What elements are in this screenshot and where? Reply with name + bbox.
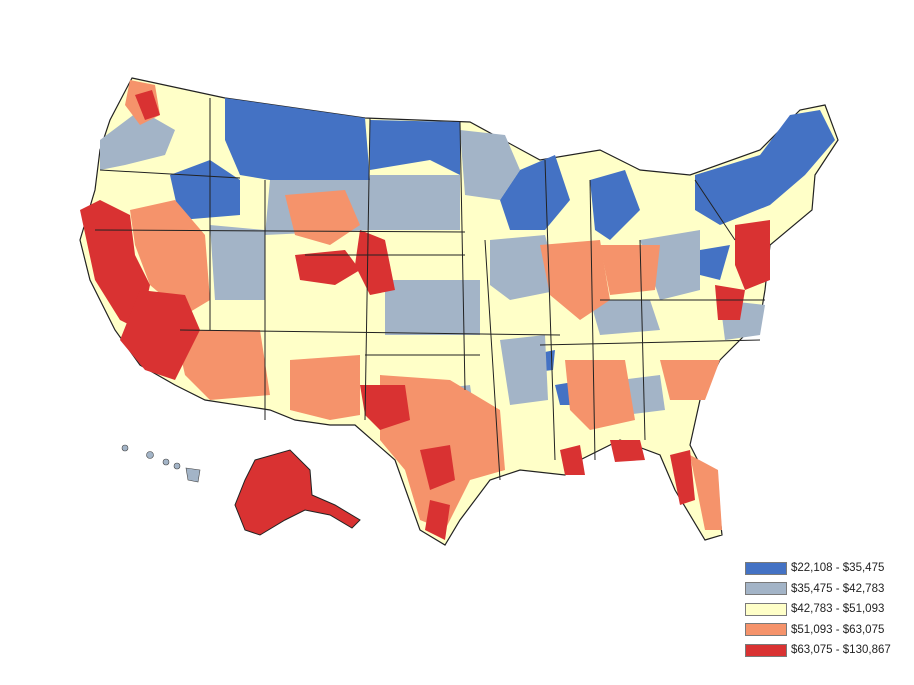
legend-label: $51,093 - $63,075 bbox=[791, 623, 885, 636]
legend-label: $63,075 - $130,867 bbox=[791, 644, 891, 657]
region-high bbox=[125, 80, 722, 530]
legend-item: $63,075 - $130,867 bbox=[745, 640, 910, 661]
state-boundaries bbox=[94, 98, 765, 481]
legend: $22,108 - $35,475 $35,475 - $42,783 $42,… bbox=[745, 558, 910, 661]
legend-swatch bbox=[745, 582, 787, 596]
legend-swatch bbox=[745, 643, 787, 657]
legend-item: $51,093 - $63,075 bbox=[745, 620, 910, 641]
legend-label: $35,475 - $42,783 bbox=[791, 582, 885, 595]
legend-label: $22,108 - $35,475 bbox=[791, 562, 885, 575]
legend-swatch bbox=[745, 602, 787, 616]
legend-item: $35,475 - $42,783 bbox=[745, 579, 910, 600]
legend-label: $42,783 - $51,093 bbox=[791, 603, 885, 616]
alaska bbox=[234, 449, 361, 536]
legend-swatch bbox=[745, 561, 787, 575]
hawaii bbox=[121, 444, 201, 483]
legend-item: $22,108 - $35,475 bbox=[745, 558, 910, 579]
legend-swatch bbox=[745, 623, 787, 637]
legend-item: $42,783 - $51,093 bbox=[745, 599, 910, 620]
region-highest bbox=[80, 90, 770, 540]
